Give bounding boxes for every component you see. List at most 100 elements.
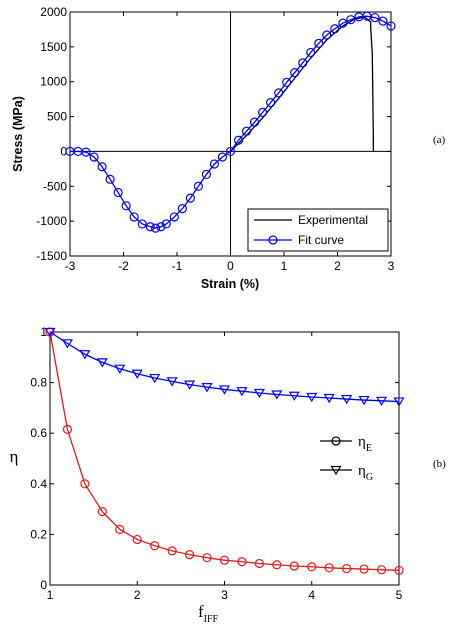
chart-b-ylabel: η [10,447,19,466]
a-point-1-12 [156,222,166,232]
b-ytick-label-4: 0.8 [30,376,47,390]
b-point-1-15 [306,392,318,403]
b-xtick-label-3: 4 [308,588,315,602]
b-point-1-8 [184,380,196,390]
b-point-0-7 [167,546,177,556]
b-point-0-15 [307,562,317,572]
b-point-0-6 [150,541,160,551]
legend-marker-fit-curve [268,235,278,245]
a-point-1-28 [282,77,292,88]
b-point-1-18 [358,395,370,406]
legend-label-experimental: Experimental [298,213,368,227]
b-point-1-6 [149,373,161,384]
a-series-line-1 [70,15,392,229]
a-point-1-29 [290,68,300,78]
b-point-1-16 [323,393,335,404]
legend-label-eta-g-main: η [358,463,366,479]
a-xtick-label-4: 1 [281,259,288,273]
b-point-1-2 [79,350,91,360]
b-point-0-17 [342,563,352,574]
a-point-1-27 [274,88,284,98]
b-point-0-9 [202,553,212,563]
b-xtick-label-2: 3 [221,588,228,602]
b-point-1-13 [271,390,283,400]
a-point-1-25 [258,107,268,117]
a-point-1-31 [306,47,316,58]
b-series-line-0 [49,331,400,571]
chart-b-legend: ηE ηG [320,434,373,483]
a-ytick-label-4: 500 [47,110,67,124]
chart-a: -3 -2 -1 0 1 2 3 -1500 -1000 -500 0 500 1000 1500 2000… [11,5,446,291]
legend-marker-eta-g [330,465,342,476]
a-point-1-23 [241,126,252,136]
b-point-1-10 [218,385,231,395]
b-point-0-16 [324,563,334,573]
a-point-1-34 [330,24,340,34]
b-point-1-4 [114,364,126,374]
b-point-1-5 [131,369,143,379]
b-series-line-1 [49,331,400,403]
a-point-1-9 [137,219,147,229]
b-point-1-12 [253,388,265,399]
b-point-1-3 [96,358,108,368]
chart-a-panel-label: (a) [433,134,446,146]
b-point-0-13 [272,560,282,570]
a-point-1-5 [105,174,115,184]
a-point-1-4 [97,162,107,172]
a-point-1-13 [161,219,171,229]
b-point-1-7 [166,377,178,387]
a-point-1-16 [185,193,195,203]
a-xtick-label-1: -2 [118,259,129,273]
b-point-1-20 [393,397,405,407]
chart-b-panel-label: (b) [433,458,446,470]
legend-label-eta-e-main: η [358,434,366,450]
a-point-1-15 [177,203,187,214]
b-point-0-20 [394,565,404,575]
a-xtick-label-2: -1 [172,259,183,273]
chart-b-xlabel-main: f [198,602,204,621]
legend-label-eta-e: ηE [358,434,372,454]
b-point-1-0 [44,327,56,338]
b-point-1-11 [236,387,248,397]
b-ytick-label-1: 0.2 [30,527,47,541]
a-point-1-39 [370,12,380,23]
b-ytick-label-5: 1 [40,325,47,339]
chart-b: 1 2 3 4 500.20.40.60.81 fIFF η (b) ηE ηG [10,325,447,625]
a-point-1-26 [266,98,276,108]
a-ytick-label-7: 2000 [40,5,67,19]
chart-a-ylabel: Stress (MPa) [11,96,25,172]
b-point-0-19 [376,565,387,575]
a-ytick-label-2: -500 [43,179,67,193]
a-ytick-label-3: 0 [60,144,67,158]
a-point-1-17 [193,181,203,191]
b-point-1-9 [201,383,213,393]
b-point-0-10 [219,555,230,565]
legend-label-eta-e-sub: E [366,443,372,454]
a-xtick-label-3: 0 [227,259,234,273]
b-ytick-label-2: 0.4 [30,477,47,491]
a-point-1-35 [338,18,348,28]
b-point-0-5 [132,534,142,545]
b-xtick-label-4: 5 [396,588,403,602]
a-point-1-33 [322,30,332,40]
legend-label-eta-g-sub: G [366,472,373,483]
a-ytick-label-1: -1000 [36,214,67,228]
legend-marker-eta-e [331,436,341,446]
a-point-1-41 [386,21,396,31]
a-xtick-label-5: 2 [334,259,341,273]
a-point-1-6 [113,187,123,198]
a-point-1-32 [314,38,324,48]
b-point-1-1 [61,339,74,349]
a-ytick-label-5: 1000 [40,75,67,89]
b-point-1-14 [288,391,300,401]
b-point-0-2 [80,479,90,489]
a-ytick-label-6: 1500 [40,40,67,54]
legend-label-eta-g: ηG [358,463,373,483]
a-point-1-10 [145,222,155,232]
b-point-0-12 [254,558,264,569]
a-ytick-label-0: -1500 [36,249,67,263]
b-point-0-4 [115,524,125,534]
a-point-1-2 [81,147,91,157]
b-ytick-label-0: 0 [40,578,47,592]
